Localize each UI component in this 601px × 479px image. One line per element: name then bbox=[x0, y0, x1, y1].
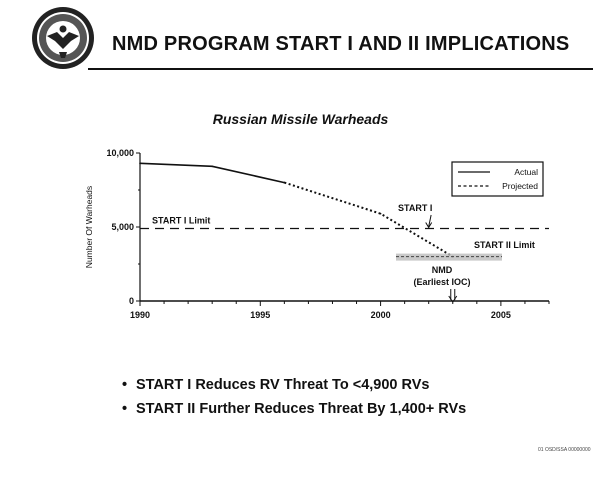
point-actual-1990 bbox=[139, 162, 141, 165]
legend-label-projected: Projected bbox=[502, 181, 538, 191]
start-i-limit-label: START I Limit bbox=[152, 215, 210, 225]
y-axis-label: Number Of Warheads bbox=[84, 186, 94, 268]
legend-label-actual: Actual bbox=[514, 167, 538, 177]
y-tick-label: 0 bbox=[129, 296, 134, 306]
x-tick-label: 1995 bbox=[250, 310, 270, 320]
footer-note: 01 OSD/SSA 00000000 bbox=[538, 447, 591, 453]
chart-title: Russian Missile Warheads bbox=[212, 111, 389, 127]
bullet-start-ii: START II Further Reduces Threat By 1,400… bbox=[122, 397, 466, 421]
nmd-arrowhead bbox=[448, 295, 458, 303]
point-projected-2000 bbox=[379, 212, 382, 215]
nmd-annotation-ioc: (Earliest IOC) bbox=[413, 277, 470, 287]
start-i-annotation: START I bbox=[398, 203, 432, 213]
header-divider bbox=[88, 68, 593, 70]
legend-box bbox=[451, 161, 544, 197]
start-i-arrowhead bbox=[425, 222, 433, 229]
start-i-arrow bbox=[428, 214, 432, 227]
series-projected bbox=[284, 181, 454, 258]
nmd-annotation: NMD bbox=[432, 265, 453, 275]
start-ii-annotation: START II Limit bbox=[474, 240, 535, 250]
y-tick-label: 5,000 bbox=[111, 222, 134, 232]
x-tick-label: 2005 bbox=[491, 310, 511, 320]
nmd-arrow bbox=[450, 289, 456, 300]
page-title: NMD PROGRAM START I AND II IMPLICATIONS bbox=[112, 33, 570, 55]
point-projected-1996 bbox=[283, 181, 286, 184]
x-tick-label: 2000 bbox=[371, 310, 391, 320]
point-actual-1993 bbox=[211, 165, 213, 168]
department-of-defense-seal-icon bbox=[32, 7, 94, 69]
y-tick-label: 10,000 bbox=[106, 148, 134, 158]
x-tick-label: 1990 bbox=[130, 310, 150, 320]
bullet-start-i: START I Reduces RV Threat To <4,900 RVs bbox=[122, 373, 466, 397]
bullet-list: START I Reduces RV Threat To <4,900 RVs … bbox=[122, 373, 466, 421]
